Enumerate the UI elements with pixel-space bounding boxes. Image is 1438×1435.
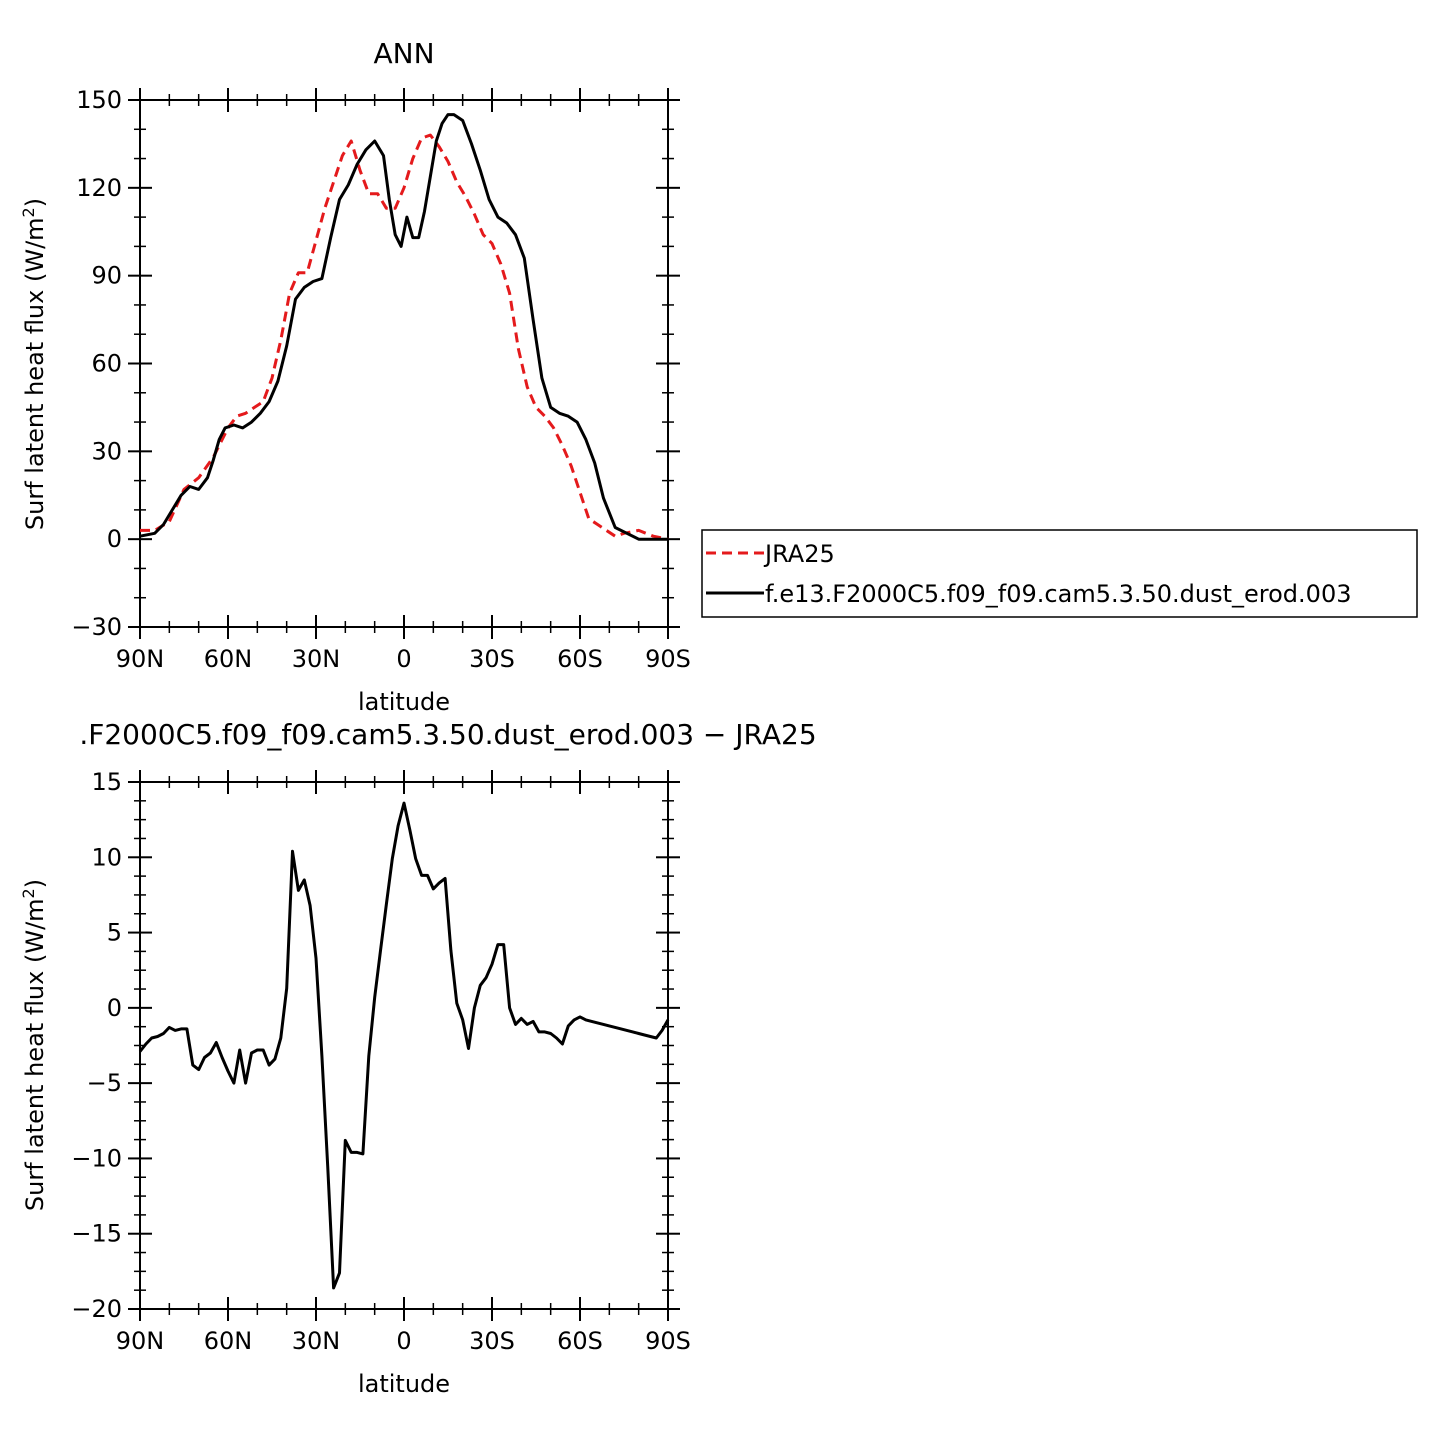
bottom-plot-frame bbox=[139, 781, 669, 1310]
top-y-axis-label-main: Surf latent heat flux (W/m bbox=[21, 217, 49, 530]
top-y-tick-label: 120 bbox=[76, 174, 122, 202]
legend-label-jra25: JRA25 bbox=[763, 540, 835, 568]
bottom-y-tick-label: 10 bbox=[91, 843, 122, 871]
bottom-x-tick-label: 0 bbox=[396, 1327, 411, 1355]
top-y-axis-label-sup: 2 bbox=[19, 207, 38, 217]
top-y-axis-label-close: ) bbox=[21, 198, 49, 207]
top-series-line-0 bbox=[140, 133, 669, 541]
bottom-x-axis-label: latitude bbox=[358, 1370, 450, 1398]
top-y-tick-label: 60 bbox=[91, 350, 122, 378]
bottom-x-tick-label: 30S bbox=[469, 1327, 515, 1355]
top-plot-area: 90N 60N 30N 0 30S 60S 90S 150 120 90 60 30 0 −30 bbox=[71, 86, 691, 673]
top-panel: ANN 90N 60N 30N 0 30S 60S 90S1501209060300−30 … bbox=[19, 37, 691, 716]
top-y-tick-label: 90 bbox=[91, 262, 122, 290]
top-x-tick-label: 30S bbox=[469, 645, 515, 673]
bottom-y-axis-label-main: Surf latent heat flux (W/m bbox=[21, 898, 49, 1211]
top-x-tick-label: 0 bbox=[396, 645, 411, 673]
top-x-tick-label: 60S bbox=[557, 645, 603, 673]
legend: JRA25 f.e13.F2000C5.f09_f09.cam5.3.50.du… bbox=[701, 529, 1418, 618]
bottom-y-axis-label: Surf latent heat flux (W/m2) bbox=[19, 879, 50, 1211]
bottom-y-tick-label: 5 bbox=[107, 919, 122, 947]
top-y-tick-label: 30 bbox=[91, 437, 122, 465]
bottom-x-tick-label: 90N bbox=[116, 1327, 165, 1355]
bottom-series-line-0 bbox=[138, 801, 670, 1290]
bottom-x-tick-label: 30N bbox=[292, 1327, 341, 1355]
top-y-tick-label: −30 bbox=[71, 613, 122, 641]
bottom-y-tick-label: −10 bbox=[71, 1144, 122, 1172]
top-x-tick-label: 30N bbox=[292, 645, 341, 673]
top-plot-frame bbox=[139, 99, 669, 628]
bottom-chart-title: .F2000C5.f09_f09.cam5.3.50.dust_erod.003… bbox=[79, 718, 816, 751]
bottom-y-tick-label: −15 bbox=[71, 1220, 122, 1248]
bottom-panel: .F2000C5.f09_f09.cam5.3.50.dust_erod.003… bbox=[19, 718, 817, 1398]
bottom-y-tick-label: −5 bbox=[87, 1069, 122, 1097]
top-chart-title: ANN bbox=[373, 37, 434, 70]
top-series-line-1 bbox=[139, 113, 668, 541]
top-x-axis-label: latitude bbox=[358, 688, 450, 716]
legend-label-model: f.e13.F2000C5.f09_f09.cam5.3.50.dust_ero… bbox=[765, 580, 1351, 608]
top-x-tick-label: 60N bbox=[204, 645, 253, 673]
legend-box bbox=[701, 529, 1418, 618]
bottom-y-axis-label-sup: 2 bbox=[19, 888, 38, 898]
top-y-tick-label: 0 bbox=[107, 525, 122, 553]
bottom-y-tick-label: 15 bbox=[91, 768, 122, 796]
top-y-axis-label: Surf latent heat flux (W/m2) bbox=[19, 198, 50, 530]
top-y-tick-label: 150 bbox=[76, 86, 122, 114]
top-x-tick-label: 90S bbox=[645, 645, 691, 673]
bottom-x-tick-label: 90S bbox=[645, 1327, 691, 1355]
bottom-y-axis-label-close: ) bbox=[21, 879, 49, 888]
bottom-y-tick-label: 0 bbox=[107, 994, 122, 1022]
bottom-x-tick-label: 60N bbox=[204, 1327, 253, 1355]
bottom-x-tick-label: 60S bbox=[557, 1327, 603, 1355]
bottom-plot-area: 90N 60N 30N 0 30S 60S 90S 15 10 5 0 −5 −10 −15 −20 bbox=[71, 768, 691, 1355]
top-x-tick-label: 90N bbox=[116, 645, 165, 673]
bottom-y-tick-label: −20 bbox=[71, 1295, 122, 1323]
